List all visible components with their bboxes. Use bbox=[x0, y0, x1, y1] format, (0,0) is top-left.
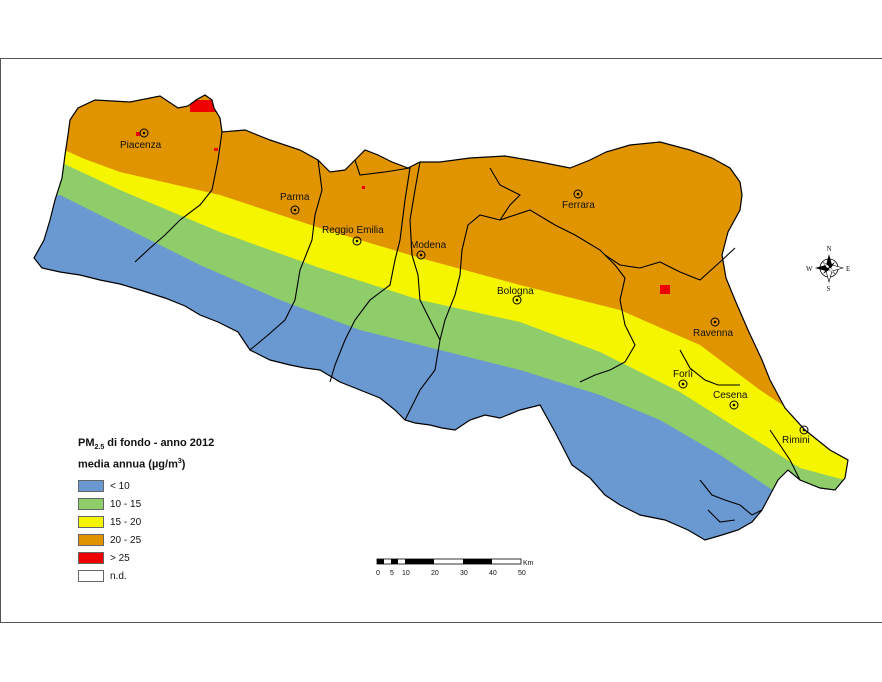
legend-swatch bbox=[78, 498, 104, 511]
legend-item: > 25 bbox=[78, 550, 278, 567]
compass-icon: N S E W bbox=[806, 245, 850, 293]
legend-label: < 10 bbox=[110, 480, 130, 492]
scale-tick: 50 bbox=[518, 570, 526, 577]
hotspot-ravenna bbox=[660, 285, 670, 294]
scale-bar: Km 0 5 10 20 30 40 50 bbox=[376, 558, 534, 577]
city-forli: Forlì bbox=[673, 369, 693, 389]
scale-tick: 10 bbox=[402, 570, 410, 577]
city-reggio-emilia: Reggio Emilia bbox=[322, 225, 384, 246]
city-label-cesena: Cesena bbox=[713, 390, 748, 401]
legend-swatch bbox=[78, 480, 104, 493]
city-ferrara: Ferrara bbox=[562, 189, 595, 211]
scale-tick: 20 bbox=[431, 570, 439, 577]
legend: PM2.5 di fondo - anno 2012 media annua (… bbox=[78, 436, 278, 585]
city-rimini: Rimini bbox=[782, 425, 810, 446]
city-label-ravenna: Ravenna bbox=[693, 328, 733, 339]
scale-tick: 40 bbox=[489, 570, 497, 577]
legend-swatch bbox=[78, 570, 104, 583]
scale-tick: 30 bbox=[460, 570, 468, 577]
legend-item: n.d. bbox=[78, 568, 278, 585]
legend-label: 15 - 20 bbox=[110, 516, 142, 528]
city-label-forli: Forlì bbox=[673, 369, 693, 380]
legend-item: 10 - 15 bbox=[78, 496, 278, 513]
legend-label: 10 - 15 bbox=[110, 498, 142, 510]
city-ravenna: Ravenna bbox=[693, 317, 733, 339]
legend-swatch bbox=[78, 516, 104, 529]
legend-title: PM2.5 di fondo - anno 2012 media annua (… bbox=[78, 437, 215, 471]
city-label-ferrara: Ferrara bbox=[562, 200, 595, 211]
city-cesena: Cesena bbox=[713, 390, 748, 410]
city-label-parma: Parma bbox=[280, 192, 310, 203]
legend-swatch bbox=[78, 534, 104, 547]
hotspot-north bbox=[190, 100, 216, 112]
city-modena: Modena bbox=[410, 240, 447, 260]
province-boundaries bbox=[134, 131, 801, 523]
legend-item: 20 - 25 bbox=[78, 532, 278, 549]
legend-label: 20 - 25 bbox=[110, 534, 142, 546]
compass-n: N bbox=[827, 245, 832, 253]
compass-e: E bbox=[846, 265, 850, 273]
legend-classes: < 10 10 - 15 15 - 20 20 - 25 > 25 n.d. bbox=[78, 478, 278, 585]
city-piacenza: Piacenza bbox=[120, 128, 162, 151]
compass-w: W bbox=[806, 265, 813, 273]
city-label-rimini: Rimini bbox=[782, 435, 810, 446]
legend-label: n.d. bbox=[110, 570, 127, 582]
legend-swatch bbox=[78, 552, 104, 565]
city-label-piacenza: Piacenza bbox=[120, 140, 162, 151]
scale-unit: Km bbox=[523, 560, 534, 567]
legend-label: > 25 bbox=[110, 552, 130, 564]
city-parma: Parma bbox=[280, 192, 310, 215]
compass-s: S bbox=[827, 285, 831, 293]
city-bologna: Bologna bbox=[497, 286, 534, 305]
scale-tick: 5 bbox=[390, 570, 394, 577]
legend-item: < 10 bbox=[78, 478, 278, 495]
city-markers: Piacenza Parma Reggio Emilia Modena Ferr… bbox=[120, 128, 810, 446]
city-label-bologna: Bologna bbox=[497, 286, 534, 297]
map-frame bbox=[0, 58, 882, 623]
city-label-reggio-emilia: Reggio Emilia bbox=[322, 225, 384, 236]
legend-item: 15 - 20 bbox=[78, 514, 278, 531]
city-label-modena: Modena bbox=[410, 240, 447, 251]
scale-tick: 0 bbox=[376, 570, 380, 577]
